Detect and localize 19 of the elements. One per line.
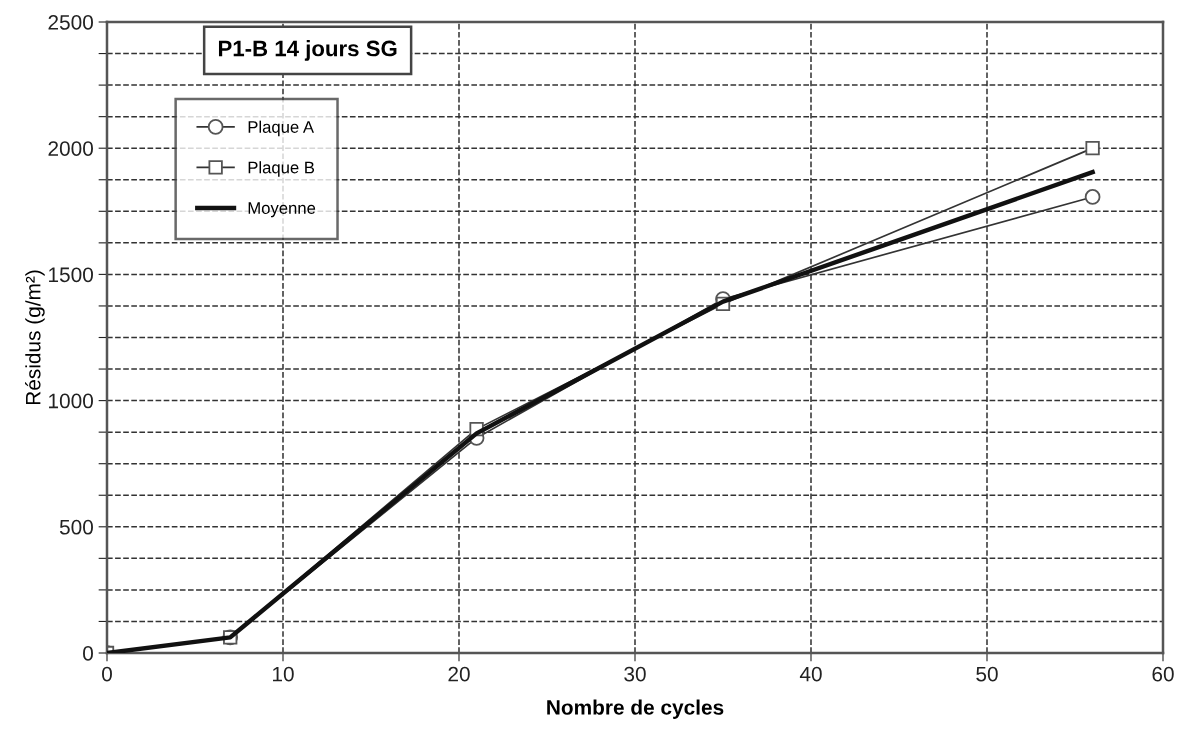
y-tick-label: 2500: [48, 15, 93, 30]
x-tick-label: 50: [976, 666, 998, 682]
legend-label: Plaque B: [248, 161, 315, 177]
y-tick-label: 500: [59, 519, 93, 535]
x-axis-title: Nombre de cycles: [547, 699, 724, 719]
text: P1-B 14 jours SG: [218, 40, 397, 61]
legend-label: Plaque A: [248, 120, 314, 137]
legend-label: Moyenne: [248, 202, 316, 218]
x-tick-label: 30: [624, 666, 646, 682]
y-tick-label: 0: [83, 646, 93, 661]
y-tick-label: 2000: [48, 141, 93, 156]
y-tick-label: 1500: [49, 267, 93, 283]
y-axis-title: Résidus (g/m²): [25, 270, 45, 405]
x-tick-label: 0: [102, 666, 112, 682]
x-tick-label: 10: [273, 666, 294, 682]
x-tick-label: 20: [448, 666, 470, 682]
y-tick-label: 1000: [49, 393, 93, 409]
x-tick-label: 60: [1152, 666, 1174, 682]
x-tick-label: 40: [799, 666, 822, 682]
